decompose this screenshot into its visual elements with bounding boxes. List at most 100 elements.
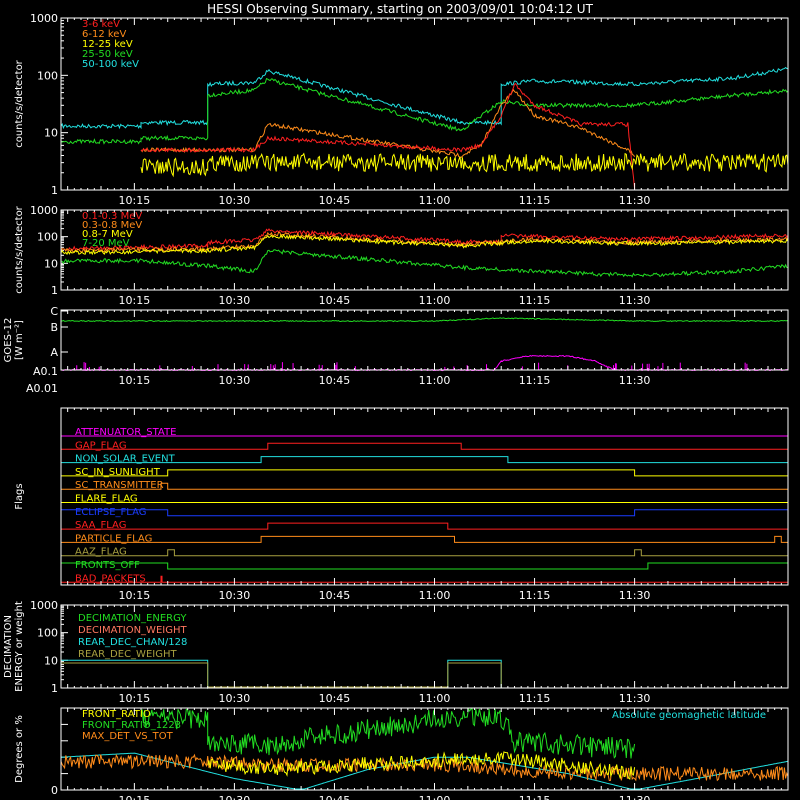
low-energy-y-axis-label: counts/s/detector xyxy=(14,59,25,147)
low-energy-x-tick-label: 11:00 xyxy=(419,194,451,207)
decimation-x-tick-label: 10:30 xyxy=(219,692,251,705)
flag-label: SAA_FLAG xyxy=(75,520,126,531)
low-energy-x-tick-label: 10:15 xyxy=(119,194,151,207)
goes-y-tick-label: A xyxy=(50,346,58,359)
ratios-legend-entry: FRONT_RATIO xyxy=(82,709,151,720)
goes-y-tick-label: A0.1 xyxy=(33,365,58,378)
decimation-x-tick-label: 10:45 xyxy=(319,692,351,705)
goes-x-tick-label: 11:30 xyxy=(619,374,651,387)
decimation-x-tick-label: 11:30 xyxy=(619,692,651,705)
decimation-frame xyxy=(60,604,789,689)
decimation-legend-entry: DECIMATION_ENERGY xyxy=(78,613,187,624)
flag-trace-bad-packets xyxy=(61,575,788,583)
high-energy-x-tick-label: 11:15 xyxy=(519,294,551,307)
ratios-legend-entry: MAX_DET_VS_TOT xyxy=(82,731,174,742)
ratios-series-absolute-geomagnetic-latitude xyxy=(60,752,789,790)
goes-x-tick-label: 10:30 xyxy=(219,374,251,387)
flag-label: AAZ_FLAG xyxy=(75,547,127,558)
decimation-x-tick-label: 11:15 xyxy=(519,692,551,705)
goes-x-tick-label: 10:45 xyxy=(319,374,351,387)
flag-label: SC_TRANSMITTER xyxy=(75,480,164,491)
ratios-x-tick-label: 11:15 xyxy=(519,794,551,800)
flags-x-tick-label: 11:00 xyxy=(419,589,451,602)
flag-trace-fronts-off xyxy=(60,562,789,570)
flags-y-axis-label: Flags xyxy=(14,483,25,509)
high-energy-series-7-20-mev xyxy=(60,248,789,278)
low-energy-frame xyxy=(60,17,789,191)
high-energy-series-0-3-0-8-mev xyxy=(60,231,789,254)
low-energy-series-50-100-kev xyxy=(60,66,788,130)
low-energy-y-tick-label: 1000 xyxy=(30,12,58,25)
high-energy-series-0-8-7-mev xyxy=(60,233,789,256)
low-energy-series-6-12-kev xyxy=(140,88,636,158)
flag-trace-sc-in-sunlight xyxy=(61,469,788,477)
ratios-series-front-ratio-1223 xyxy=(140,707,636,759)
ratios-x-tick-label: 10:45 xyxy=(319,794,351,800)
panel-goes: A0.01 A0.1 ABC 10:15 10:30 10:45 11:00 11:15 11:… xyxy=(3,305,789,395)
decimation-y-axis-label: ENERGY or weight xyxy=(14,601,25,692)
low-energy-y-tick-label: 10 xyxy=(44,127,58,140)
flag-trace-sc-transmitter xyxy=(61,482,788,490)
ratios-x-tick-label: 11:30 xyxy=(619,794,651,800)
flag-label: FRONTS_OFF xyxy=(75,560,140,571)
decimation-y-tick-label: 1 xyxy=(51,682,58,695)
panel-decimation: 1 10 100 1000 DECIMATION_ENERGYDECIMATION_WE… xyxy=(3,599,789,705)
ratios-y-axis-label: Degrees or % xyxy=(14,715,25,783)
decimation-x-tick-label: 10:15 xyxy=(119,692,151,705)
flags-x-tick-label: 10:30 xyxy=(219,589,251,602)
flag-trace-aaz-flag xyxy=(61,549,788,557)
flags-x-tick-label: 11:30 xyxy=(619,589,651,602)
high-energy-y-axis-label: counts/s/detector xyxy=(14,205,25,293)
low-energy-legend-entry: 25-50 keV xyxy=(82,49,133,60)
high-energy-legend-entry: 0.1-0.3 MeV xyxy=(82,211,142,222)
goes-series-green xyxy=(61,317,789,323)
panel-ratios: 0 FRONT_RATIOFRONT_RATIO_1223MAX_DET_VS_T… xyxy=(14,707,789,800)
low-energy-x-tick-label: 11:30 xyxy=(619,194,651,207)
flag-label: SC_IN_SUNLIGHT xyxy=(75,467,161,478)
goes-y-tick-label: B xyxy=(50,321,58,334)
high-energy-legend-entry: 0.3-0.8 MeV xyxy=(82,220,142,231)
flag-trace-particle-flag xyxy=(61,535,788,543)
ratios-annotation: Absolute geomagnetic latitude xyxy=(612,710,766,721)
low-energy-legend-entry: 6-12 keV xyxy=(82,29,126,40)
low-energy-series-3-6-kev xyxy=(140,83,636,190)
goes-y-tick-label: C xyxy=(50,305,58,318)
flag-label: PARTICLE_FLAG xyxy=(75,533,152,544)
ratios-frame xyxy=(60,707,789,791)
low-energy-series-25-50-kev xyxy=(60,77,789,145)
ratios-series-front-ratio xyxy=(207,751,636,780)
ratios-x-tick-label: 10:30 xyxy=(219,794,251,800)
high-energy-x-tick-label: 10:45 xyxy=(319,294,351,307)
flag-trace-eclipse-flag xyxy=(60,509,789,517)
goes-y-axis-label: GOES-12 xyxy=(3,318,14,363)
high-energy-series-0-1-0-3-mev xyxy=(60,228,789,252)
chart-title: HESSI Observing Summary, starting on 200… xyxy=(207,2,593,16)
low-energy-legend-entry: 50-100 keV xyxy=(82,59,139,70)
flag-label: NON_SOLAR_EVENT xyxy=(75,454,176,465)
decimation-y-axis-label: DECIMATION xyxy=(3,615,14,678)
low-energy-x-tick-label: 11:15 xyxy=(519,194,551,207)
flags-x-tick-label: 11:15 xyxy=(519,589,551,602)
high-energy-x-tick-label: 10:30 xyxy=(219,294,251,307)
flag-label: BAD_PACKETS xyxy=(75,573,146,584)
high-energy-x-tick-label: 11:30 xyxy=(619,294,651,307)
goes-x-tick-label: 10:15 xyxy=(119,374,151,387)
goes-y-tick-label: A0.01 xyxy=(26,382,58,395)
decimation-y-tick-label: 100 xyxy=(37,627,58,640)
high-energy-y-tick-label: 100 xyxy=(37,231,58,244)
decimation-legend-entry: DECIMATION_WEIGHT xyxy=(78,625,187,636)
high-energy-x-tick-label: 11:00 xyxy=(419,294,451,307)
goes-x-tick-label: 11:15 xyxy=(519,374,551,387)
high-energy-frame xyxy=(60,209,789,291)
ratios-x-tick-label: 10:15 xyxy=(119,794,151,800)
low-energy-x-tick-label: 10:45 xyxy=(319,194,351,207)
decimation-y-tick-label: 10 xyxy=(44,654,58,667)
flag-label: GAP_FLAG xyxy=(75,440,127,451)
flags-x-tick-label: 10:15 xyxy=(119,589,151,602)
flag-trace-non-solar-event xyxy=(61,456,788,464)
low-energy-y-tick-label: 100 xyxy=(37,69,58,82)
flag-label: ATTENUATOR_STATE xyxy=(75,427,176,438)
